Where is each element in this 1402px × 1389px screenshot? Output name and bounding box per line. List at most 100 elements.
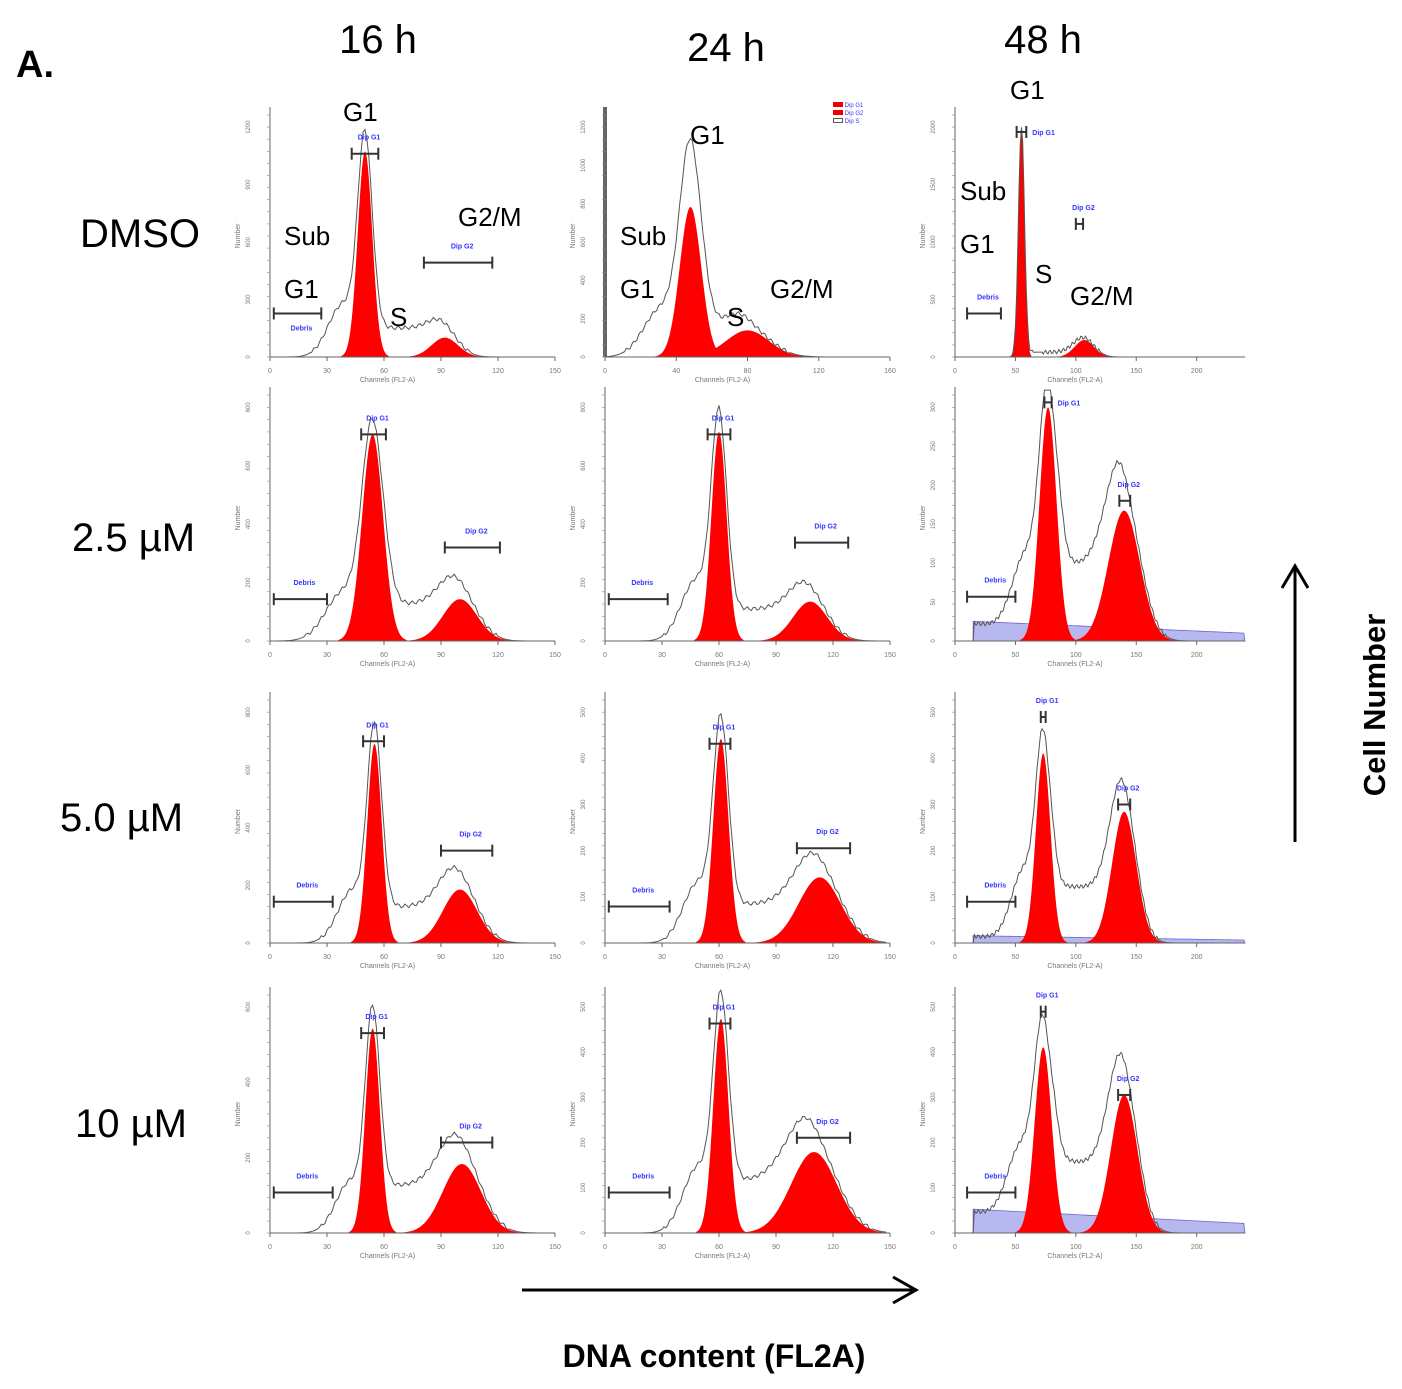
y-tick-label: 400 — [581, 518, 587, 529]
g1-peak — [338, 434, 408, 641]
x-tick-label: 0 — [953, 652, 957, 659]
y-axis-label: Number — [570, 223, 577, 249]
g2-peak — [750, 877, 889, 943]
g1-peak — [341, 151, 389, 357]
g1-peak — [348, 1028, 397, 1233]
y-tick-label: 600 — [246, 764, 252, 775]
g2-peak — [403, 889, 517, 943]
histogram-panel: 0 50 100 150 200 0 100 200 300 400 500 Channels (FL… — [920, 987, 1246, 1260]
y-axis-label: Number — [570, 808, 577, 834]
y-tick-label: 300 — [931, 402, 937, 413]
legend-swatch — [833, 110, 843, 115]
y-tick-label: 400 — [246, 822, 252, 833]
histogram-panel: 0 30 60 90 120 150 0 200 400 600 800 Channels (FL2-… — [235, 692, 561, 970]
y-axis-title: Cell Number — [1357, 613, 1392, 797]
y-axis-label: Number — [570, 1101, 577, 1127]
gate-label: Debris — [632, 1174, 654, 1181]
x-tick-label: 30 — [658, 954, 666, 961]
x-tick-label: 90 — [772, 1244, 780, 1251]
x-tick-label: 200 — [1191, 368, 1203, 375]
y-tick-label: 2000 — [931, 120, 937, 134]
y-tick-label: 0 — [931, 639, 937, 643]
x-axis-label: Channels (FL2-A) — [695, 377, 750, 384]
gate-label: Debris — [984, 1174, 1006, 1181]
g2-peak — [1084, 811, 1165, 943]
annotation-sub-g1: G1 — [284, 274, 319, 304]
x-tick-label: 150 — [884, 954, 896, 961]
gate-label: Debris — [296, 1174, 318, 1181]
y-tick-label: 300 — [246, 294, 252, 305]
annotation-g1: G1 — [690, 120, 725, 150]
annotation-g2m: G2/M — [458, 202, 522, 232]
y-tick-label: 200 — [581, 577, 587, 588]
y-tick-label: 0 — [246, 639, 252, 643]
x-tick-label: 30 — [323, 368, 331, 375]
y-tick-label: 400 — [931, 753, 937, 764]
gate-label: Debris — [984, 578, 1006, 585]
y-axis-label: Number — [920, 808, 927, 834]
x-tick-label: 120 — [492, 954, 504, 961]
y-tick-label: 200 — [931, 1137, 937, 1148]
x-tick-label: 0 — [603, 368, 607, 375]
g1-peak — [1015, 1047, 1072, 1233]
x-tick-label: 100 — [1070, 954, 1082, 961]
g1-peak — [1020, 407, 1076, 641]
x-tick-label: 0 — [268, 652, 272, 659]
x-tick-label: 60 — [715, 1244, 723, 1251]
gate-label: Dip G1 — [713, 725, 736, 732]
x-tick-label: 60 — [715, 954, 723, 961]
y-tick-label: 250 — [931, 441, 937, 452]
annotation-sub-g1: G1 — [620, 274, 655, 304]
y-tick-label: 600 — [246, 236, 252, 247]
y-tick-label: 0 — [931, 355, 937, 359]
x-tick-label: 120 — [492, 1244, 504, 1251]
gate-label: Dip G2 — [1117, 1076, 1140, 1083]
x-tick-label: 150 — [549, 1244, 561, 1251]
y-tick-label: 100 — [931, 557, 937, 568]
gate-label: Dip G1 — [365, 1014, 388, 1021]
x-tick-label: 90 — [437, 368, 445, 375]
x-tick-label: 150 — [1130, 1244, 1142, 1251]
envelope-line — [956, 727, 1243, 944]
histogram-panel: 0 30 60 90 120 150 0 200 400 600 800 Channels (FL2-… — [570, 387, 896, 668]
y-tick-label: 1000 — [581, 158, 587, 172]
y-tick-label: 200 — [246, 1152, 252, 1163]
x-axis-label: Channels (FL2-A) — [1047, 1253, 1102, 1260]
gate-label: Dip G1 — [366, 722, 389, 729]
y-tick-label: 0 — [581, 355, 587, 359]
y-tick-label: 1200 — [581, 120, 587, 134]
y-tick-label: 0 — [246, 355, 252, 359]
g2-peak — [399, 1163, 525, 1233]
x-tick-label: 150 — [884, 652, 896, 659]
g1-peak — [695, 1019, 746, 1233]
gate-label: Dip G1 — [1036, 698, 1059, 705]
envelope-line — [271, 1004, 552, 1234]
y-tick-label: 400 — [931, 1046, 937, 1057]
x-tick-label: 160 — [884, 368, 896, 375]
y-axis-label: Number — [235, 223, 242, 249]
envelope-line — [606, 405, 887, 642]
legend-swatch — [833, 102, 843, 107]
y-tick-label: 800 — [581, 402, 587, 413]
legend-item: Dip G2 — [833, 110, 863, 118]
gate-label: Debris — [984, 883, 1006, 890]
gate-label: Dip G2 — [814, 524, 837, 531]
g2-peak — [676, 330, 819, 357]
y-tick-label: 200 — [931, 845, 937, 856]
x-tick-label: 60 — [380, 954, 388, 961]
row-label-2-5: 2.5 µM — [72, 516, 196, 560]
x-tick-label: 200 — [1191, 652, 1203, 659]
annotation-g1: G1 — [343, 97, 378, 127]
x-tick-label: 150 — [884, 1244, 896, 1251]
x-tick-label: 30 — [658, 652, 666, 659]
y-axis-label: Number — [920, 223, 927, 249]
x-tick-label: 0 — [603, 652, 607, 659]
gate-label: Dip G2 — [451, 244, 474, 251]
legend-item: Dip G1 — [833, 102, 863, 110]
x-tick-label: 100 — [1070, 652, 1082, 659]
x-tick-label: 90 — [772, 954, 780, 961]
y-tick-label: 400 — [246, 1077, 252, 1088]
x-axis-label: Channels (FL2-A) — [360, 661, 415, 668]
x-tick-label: 0 — [603, 1244, 607, 1251]
